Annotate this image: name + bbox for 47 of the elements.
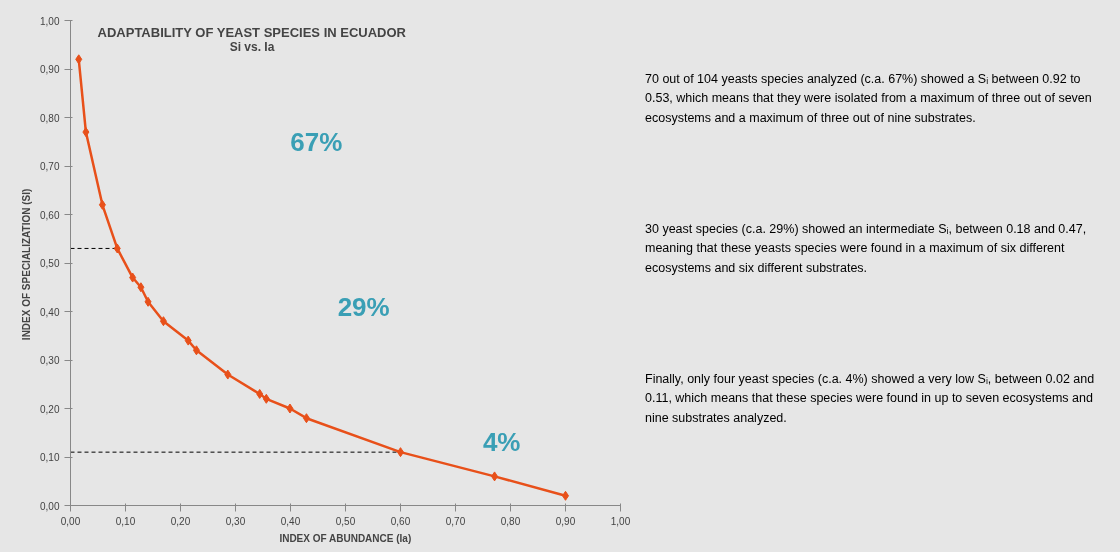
- x-tick-label: 0,50: [335, 515, 356, 527]
- x-tick-label: 0,40: [280, 515, 301, 527]
- annotation: 29%: [337, 291, 390, 322]
- chart-title: ADAPTABILITY OF YEAST SPECIES IN ECUADOR: [97, 25, 407, 41]
- text: Finally, only four yeast species (c.a. 4%) showed a very low Sᵢ, between 0.02 and 0.11, which means that these species were found in up to seven ecosystems and nine substrates analyzed.: [645, 371, 1095, 427]
- point: [184, 335, 192, 346]
- x-tick-label: 0,80: [500, 515, 521, 527]
- text: 30 yeast species (c.a. 29%) showed an intermediate Sᵢ, between 0.18 and 0.47, meaning that these yeasts species were found in a maximum of six different ecosystems and six different substrates.: [645, 221, 1088, 277]
- point: [491, 471, 499, 482]
- point: [224, 369, 232, 380]
- point: [129, 272, 137, 283]
- point: [159, 316, 167, 327]
- x-tick-label: 0,00: [60, 515, 81, 527]
- x-tick-label: 0,90: [555, 515, 576, 527]
- x-tick-label: 0,10: [115, 515, 136, 527]
- y-tick-label: 0,30: [40, 355, 60, 366]
- annotation: 67%: [290, 126, 343, 157]
- y-tick-label: 0,60: [40, 209, 60, 221]
- annotation: 4%: [482, 427, 521, 458]
- point: [256, 388, 264, 399]
- point: [192, 345, 200, 356]
- point: [113, 243, 121, 254]
- x-tick-label: 0,60: [390, 515, 411, 527]
- y-tick-label: 0,90: [40, 64, 60, 75]
- x-tick-label: 0,30: [225, 515, 246, 527]
- x-tick-label: 0,20: [170, 515, 191, 527]
- text: 70 out of 104 yeasts species analyzed (c.a. 67%) showed a Sᵢ between 0.92 to 0.53, which means that they were isolated from a maximum of three out of seven ecosystems and a maximum of three out of nine substrates.: [645, 71, 1093, 127]
- y-tick-label: 0,50: [40, 258, 60, 269]
- x-axis-title: INDEX OF ABUNDANCE (Ia): [279, 532, 412, 544]
- y-tick-label: 0,40: [40, 306, 60, 318]
- y-axis-title: INDEX OF SPECIALIZATION (SI): [21, 188, 33, 341]
- text: Si vs. Ia: [229, 40, 275, 55]
- point: [144, 296, 152, 307]
- point: [286, 403, 294, 414]
- y-tick-label: 0,00: [40, 500, 60, 512]
- y-tick-label: 0,80: [40, 112, 60, 124]
- y-tick-label: 1,00: [40, 15, 60, 27]
- point: [137, 282, 145, 293]
- x-tick-label: 1,00: [610, 515, 631, 527]
- y-tick-label: 0,70: [40, 161, 60, 172]
- y-tick-label: 0,20: [40, 403, 60, 415]
- x-tick-label: 0,70: [445, 515, 466, 527]
- point: [98, 199, 106, 210]
- y-tick-label: 0,10: [40, 452, 60, 463]
- point: [82, 127, 90, 138]
- point: [302, 413, 310, 424]
- point: [262, 393, 270, 404]
